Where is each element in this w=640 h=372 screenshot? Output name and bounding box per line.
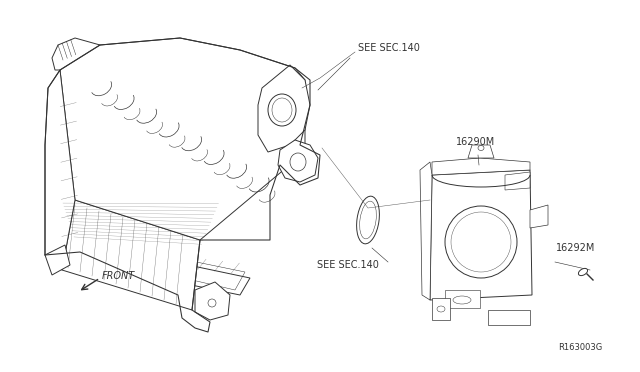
Polygon shape <box>468 145 494 158</box>
Polygon shape <box>195 282 230 320</box>
Polygon shape <box>258 65 310 152</box>
Polygon shape <box>432 158 530 175</box>
Polygon shape <box>420 162 432 300</box>
Text: SEE SEC.140: SEE SEC.140 <box>317 260 379 270</box>
Polygon shape <box>45 70 75 270</box>
Polygon shape <box>45 238 250 295</box>
Polygon shape <box>530 205 548 228</box>
Polygon shape <box>62 200 200 310</box>
Polygon shape <box>432 298 450 320</box>
Text: R163003G: R163003G <box>558 343 602 353</box>
Ellipse shape <box>579 268 588 276</box>
Text: 16290M: 16290M <box>456 137 495 147</box>
Text: SEE SEC.140: SEE SEC.140 <box>358 43 420 53</box>
Polygon shape <box>488 310 530 325</box>
Polygon shape <box>45 245 70 275</box>
Text: FRONT: FRONT <box>102 271 135 281</box>
Text: 16292M: 16292M <box>556 243 595 253</box>
Polygon shape <box>60 38 305 240</box>
Polygon shape <box>505 172 530 190</box>
Polygon shape <box>430 170 532 300</box>
Polygon shape <box>445 290 480 308</box>
Polygon shape <box>52 38 100 70</box>
Polygon shape <box>278 140 318 182</box>
